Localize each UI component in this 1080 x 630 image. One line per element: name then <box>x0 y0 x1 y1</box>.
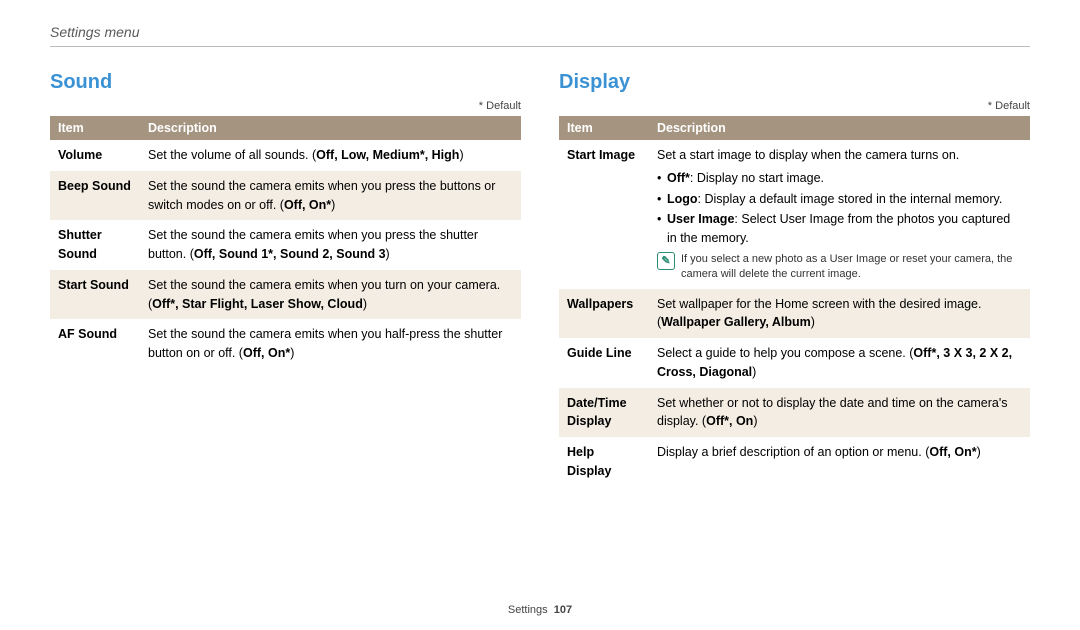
bullet-text: : Display a default image stored in the … <box>698 192 1003 206</box>
table-row: Wallpapers Set wallpaper for the Home sc… <box>559 289 1030 339</box>
bullet-list: Off*: Display no start image. Logo: Disp… <box>657 169 1022 248</box>
sound-section: Sound * Default Item Description Volume … <box>50 71 521 487</box>
item-cell: Start Image <box>559 140 649 289</box>
item-cell: Volume <box>50 140 140 171</box>
item-cell: Guide Line <box>559 338 649 388</box>
desc-suffix: ) <box>459 148 463 162</box>
table-row: Help Display Display a brief description… <box>559 437 1030 487</box>
desc-prefix: Select a guide to help you compose a sce… <box>657 346 913 360</box>
desc-opts: Wallpaper Gallery, Album <box>661 315 811 329</box>
desc-cell: Set wallpaper for the Home screen with t… <box>649 289 1030 339</box>
columns: Sound * Default Item Description Volume … <box>50 71 1030 487</box>
page-number: 107 <box>554 604 572 616</box>
desc-suffix: ) <box>331 198 335 212</box>
desc-prefix: Display a brief description of an option… <box>657 445 929 459</box>
note: ✎ If you select a new photo as a User Im… <box>657 252 1022 283</box>
table-row: Start Image Set a start image to display… <box>559 140 1030 289</box>
desc-cell: Set a start image to display when the ca… <box>649 140 1030 289</box>
item-cell: Shutter Sound <box>50 220 140 270</box>
desc-cell: Set the sound the camera emits when you … <box>140 220 521 270</box>
desc-cell: Set the sound the camera emits when you … <box>140 270 521 320</box>
desc-suffix: ) <box>811 315 815 329</box>
table-header-row: Item Description <box>559 116 1030 140</box>
desc-suffix: ) <box>386 247 390 261</box>
list-item: Off*: Display no start image. <box>657 169 1022 188</box>
note-text: If you select a new photo as a User Imag… <box>681 252 1022 283</box>
bullet-label: Logo <box>667 192 698 206</box>
list-item: User Image: Select User Image from the p… <box>657 210 1022 248</box>
breadcrumb: Settings menu <box>50 24 1030 40</box>
desc-suffix: ) <box>363 297 367 311</box>
desc-opts: Off, On* <box>243 346 290 360</box>
page: Settings menu Sound * Default Item Descr… <box>0 0 1080 630</box>
display-table: Item Description Start Image Set a start… <box>559 116 1030 487</box>
item-cell: Wallpapers <box>559 289 649 339</box>
list-item: Logo: Display a default image stored in … <box>657 190 1022 209</box>
table-row: Date/Time Display Set whether or not to … <box>559 388 1030 438</box>
bullet-label: Off* <box>667 171 690 185</box>
th-item: Item <box>559 116 649 140</box>
table-row: Guide Line Select a guide to help you co… <box>559 338 1030 388</box>
desc-opts: Off*, On <box>706 414 753 428</box>
table-row: AF Sound Set the sound the camera emits … <box>50 319 521 369</box>
desc-lead: Set a start image to display when the ca… <box>657 146 1022 165</box>
footer-label: Settings <box>508 604 548 616</box>
th-description: Description <box>140 116 521 140</box>
table-row: Start Sound Set the sound the camera emi… <box>50 270 521 320</box>
item-cell: Date/Time Display <box>559 388 649 438</box>
display-title: Display <box>559 71 1030 94</box>
desc-suffix: ) <box>977 445 981 459</box>
desc-opts: Off, On* <box>929 445 976 459</box>
desc-suffix: ) <box>753 414 757 428</box>
desc-cell: Select a guide to help you compose a sce… <box>649 338 1030 388</box>
desc-prefix: Set the sound the camera emits when you … <box>148 327 502 360</box>
desc-cell: Display a brief description of an option… <box>649 437 1030 487</box>
desc-opts: Off, On* <box>284 198 331 212</box>
item-cell: Start Sound <box>50 270 140 320</box>
th-item: Item <box>50 116 140 140</box>
desc-opts: Off, Sound 1*, Sound 2, Sound 3 <box>194 247 386 261</box>
table-header-row: Item Description <box>50 116 521 140</box>
item-cell: AF Sound <box>50 319 140 369</box>
desc-suffix: ) <box>290 346 294 360</box>
th-description: Description <box>649 116 1030 140</box>
table-row: Beep Sound Set the sound the camera emit… <box>50 171 521 221</box>
bullet-text: : Display no start image. <box>690 171 824 185</box>
sound-default-note: * Default <box>50 100 521 112</box>
desc-cell: Set whether or not to display the date a… <box>649 388 1030 438</box>
display-default-note: * Default <box>559 100 1030 112</box>
item-cell: Help Display <box>559 437 649 487</box>
display-section: Display * Default Item Description Start… <box>559 71 1030 487</box>
desc-prefix: Set the volume of all sounds. ( <box>148 148 316 162</box>
desc-opts: Off, Low, Medium*, High <box>316 148 459 162</box>
desc-suffix: ) <box>752 365 756 379</box>
header-divider <box>50 46 1030 47</box>
note-icon: ✎ <box>657 252 675 270</box>
page-footer: Settings 107 <box>0 604 1080 616</box>
bullet-label: User Image <box>667 212 734 226</box>
sound-title: Sound <box>50 71 521 94</box>
desc-cell: Set the sound the camera emits when you … <box>140 171 521 221</box>
sound-table: Item Description Volume Set the volume o… <box>50 116 521 369</box>
desc-cell: Set the sound the camera emits when you … <box>140 319 521 369</box>
desc-cell: Set the volume of all sounds. (Off, Low,… <box>140 140 521 171</box>
table-row: Volume Set the volume of all sounds. (Of… <box>50 140 521 171</box>
table-row: Shutter Sound Set the sound the camera e… <box>50 220 521 270</box>
desc-opts: Off*, Star Flight, Laser Show, Cloud <box>152 297 363 311</box>
item-cell: Beep Sound <box>50 171 140 221</box>
